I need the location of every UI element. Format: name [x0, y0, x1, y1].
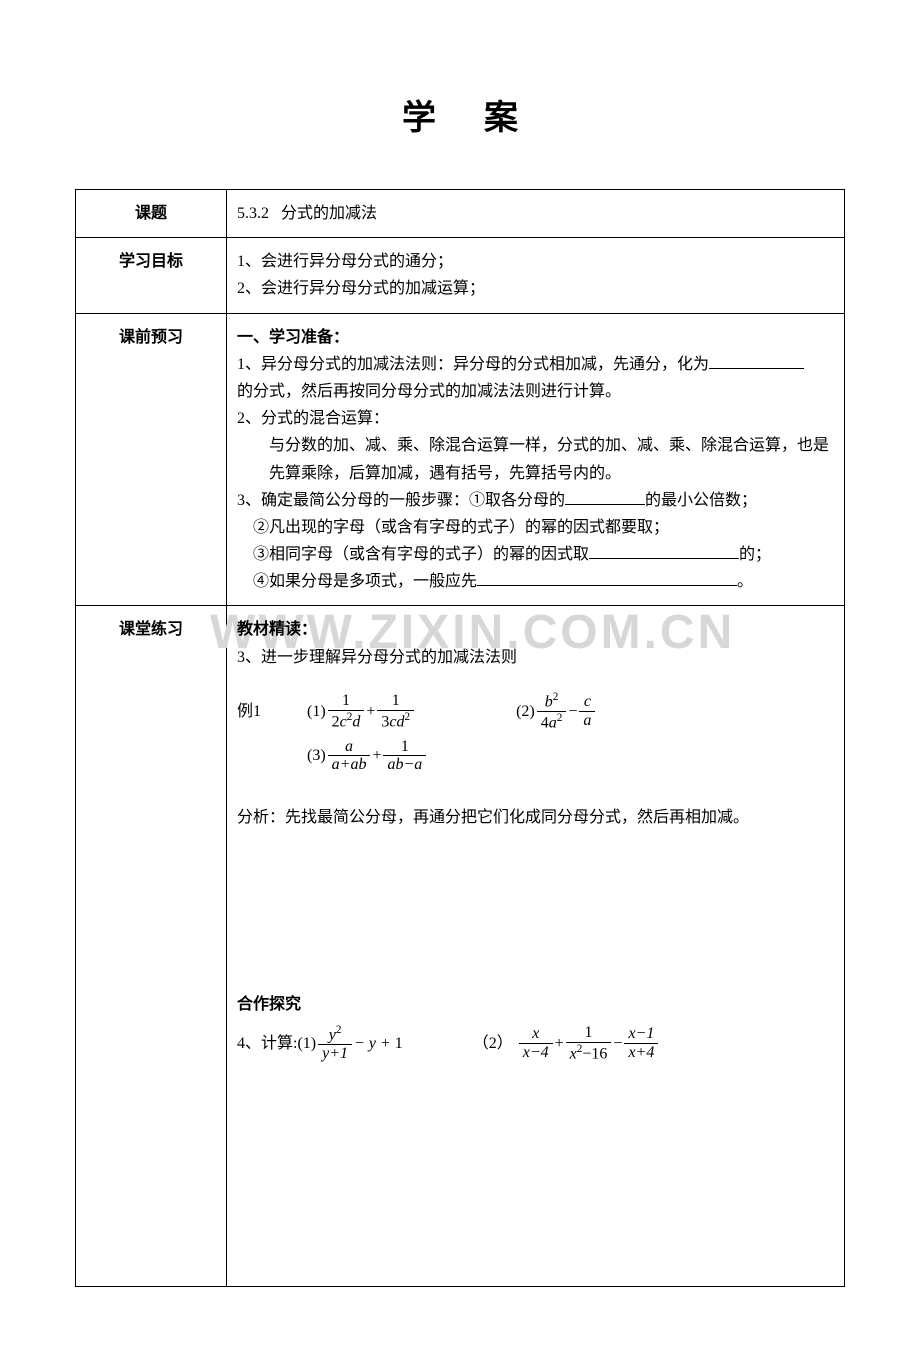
numerator: 1: [383, 738, 426, 756]
table-row: 课前预习 一、学习准备： 1、异分母分式的加减法法则：异分母的分式相加减，先通分…: [76, 313, 845, 606]
numerator: y2: [318, 1024, 352, 1044]
text: 3、确定最简公分母的一般步骤：①取各分母的: [237, 492, 565, 509]
text: 。: [737, 573, 753, 590]
topic-name: 分式的加减法: [281, 205, 377, 222]
preview-heading: 一、学习准备：: [237, 324, 834, 351]
text: 与分数的加、减、乘、除混合运算一样，分式的加、减、乘、除混合运算，也是先算乘除，…: [237, 432, 834, 486]
fraction: x−1 x+4: [624, 1025, 658, 1061]
page-container: WWW.ZIXIN.COM.CN 学案 课题 5.3.2 分式的加减法 学习目标…: [0, 0, 920, 1347]
text: ③相同字母（或含有字母的式子）的幂的因式取: [237, 546, 589, 563]
numerator: 1: [328, 692, 365, 710]
ex1-label: 例1: [237, 698, 267, 725]
example-1-row2: (3) a a+ab + 1 ab−a: [237, 738, 834, 774]
preview-cell: 一、学习准备： 1、异分母分式的加减法法则：异分母的分式相加减，先通分，化为 的…: [227, 313, 845, 606]
preview-p3b: ②凡出现的字母（或含有字母的式子）的幂的因式都要取；: [237, 514, 834, 541]
denominator: x−4: [519, 1043, 553, 1062]
fraction: 1 ab−a: [383, 738, 426, 774]
preview-p2b: 与分数的加、减、乘、除混合运算一样，分式的加、减、乘、除混合运算，也是先算乘除，…: [237, 432, 834, 486]
numerator: c: [579, 693, 595, 711]
text: 的最小公倍数；: [645, 492, 757, 509]
blank-field[interactable]: [709, 352, 804, 369]
cooperation-heading: 合作探究: [237, 991, 834, 1018]
ex4-part2: （2）: [473, 1030, 513, 1057]
preview-p3a: 3、确定最简公分母的一般步骤：①取各分母的 的最小公倍数；: [237, 487, 834, 514]
ex1-part2: (2): [516, 698, 535, 725]
goal-1: 1、会进行异分母分式的通分；: [237, 248, 834, 275]
preview-p3d: ④如果分母是多项式，一般应先 。: [237, 568, 834, 595]
ex4-part1: (1): [297, 1030, 316, 1057]
label-exercises: 课堂练习: [76, 606, 227, 1287]
blank-field[interactable]: [565, 488, 645, 505]
fraction: b2 4a2: [537, 691, 567, 732]
ex1-part3: (3): [307, 742, 326, 769]
blank-field[interactable]: [589, 542, 739, 559]
preview-p1: 1、异分母分式的加减法法则：异分母的分式相加减，先通分，化为: [237, 351, 834, 378]
goal-2: 2、会进行异分母分式的加减运算；: [237, 275, 834, 302]
denominator: 3cd2: [377, 710, 414, 731]
topic-code: 5.3.2: [237, 205, 269, 222]
table-row: 课题 5.3.2 分式的加减法: [76, 190, 845, 238]
numerator: b2: [537, 691, 567, 711]
exercises-cell: 教材精读： 3、进一步理解异分母分式的加减法法则 例1 (1) 1 2c2d +…: [227, 606, 845, 1287]
tail: − y + 1: [354, 1030, 403, 1057]
denominator: 2c2d: [328, 710, 365, 731]
goals-cell: 1、会进行异分母分式的通分； 2、会进行异分母分式的加减运算；: [227, 238, 845, 313]
text: ④如果分母是多项式，一般应先: [237, 573, 477, 590]
lesson-table: 课题 5.3.2 分式的加减法 学习目标 1、会进行异分母分式的通分； 2、会进…: [75, 189, 845, 1287]
exercises-heading: 教材精读：: [237, 616, 834, 643]
text: 1、异分母分式的加减法法则：异分母的分式相加减，先通分，化为: [237, 356, 709, 373]
fraction: 1 x2−16: [566, 1024, 612, 1063]
denominator: a: [579, 711, 595, 730]
fraction: 1 2c2d: [328, 692, 365, 731]
preview-p3c: ③相同字母（或含有字母的式子）的幂的因式取 的；: [237, 541, 834, 568]
fraction: c a: [579, 693, 595, 729]
table-row: 课堂练习 教材精读： 3、进一步理解异分母分式的加减法法则 例1 (1) 1 2…: [76, 606, 845, 1287]
denominator: y+1: [318, 1044, 352, 1063]
denominator: a+ab: [328, 755, 371, 774]
denominator: 4a2: [537, 711, 567, 732]
denominator: x2−16: [566, 1042, 612, 1063]
ex1-part1: (1): [307, 698, 326, 725]
fraction: x x−4: [519, 1025, 553, 1061]
preview-p1b: 的分式，然后再按同分母分式的加减法法则进行计算。: [237, 378, 834, 405]
text: ②凡出现的字母（或含有字母的式子）的幂的因式都要取；: [237, 519, 669, 536]
page-title: 学案: [75, 90, 845, 139]
topic-cell: 5.3.2 分式的加减法: [227, 190, 845, 238]
fraction: y2 y+1: [318, 1024, 352, 1063]
analysis-text: 分析：先找最简公分母，再通分把它们化成同分母分式，然后再相加减。: [237, 804, 834, 831]
label-goals: 学习目标: [76, 238, 227, 313]
denominator: x+4: [624, 1043, 658, 1062]
numerator: x−1: [624, 1025, 658, 1043]
text: 的；: [739, 546, 771, 563]
numerator: a: [328, 738, 371, 756]
example-1-row1: 例1 (1) 1 2c2d + 1 3cd2 (2) b2: [237, 691, 834, 732]
denominator: ab−a: [383, 755, 426, 774]
numerator: 1: [566, 1024, 612, 1042]
table-row: 学习目标 1、会进行异分母分式的通分； 2、会进行异分母分式的加减运算；: [76, 238, 845, 313]
p4-label: 4、计算:: [237, 1030, 297, 1057]
fraction: 1 3cd2: [377, 692, 414, 731]
label-topic: 课题: [76, 190, 227, 238]
blank-field[interactable]: [477, 569, 737, 586]
preview-p2a: 2、分式的混合运算：: [237, 405, 834, 432]
label-preview: 课前预习: [76, 313, 227, 606]
exercises-p3: 3、进一步理解异分母分式的加减法法则: [237, 644, 834, 671]
problem-4-row: 4、计算: (1) y2 y+1 − y + 1 （2） x x−4 +: [237, 1024, 834, 1063]
numerator: 1: [377, 692, 414, 710]
fraction: a a+ab: [328, 738, 371, 774]
numerator: x: [519, 1025, 553, 1043]
